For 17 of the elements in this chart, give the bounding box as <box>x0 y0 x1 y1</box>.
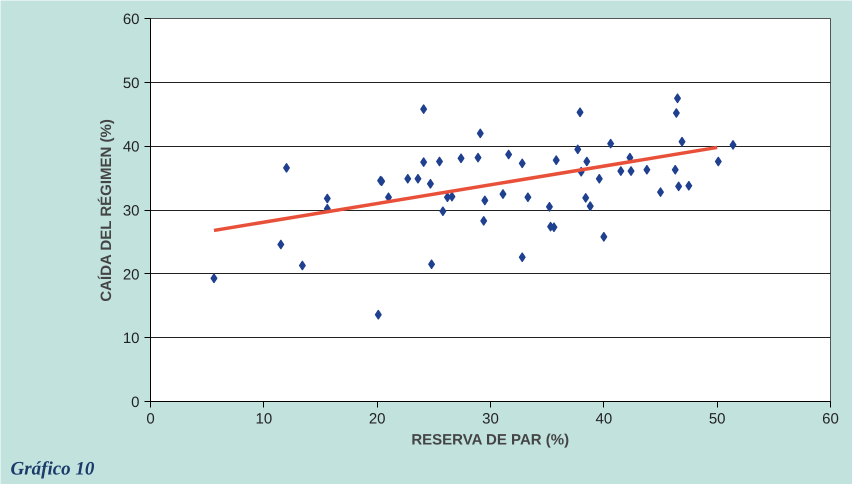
text: Gráfico 10 <box>10 458 95 480</box>
x-tick-label: 60 <box>822 410 839 428</box>
y-tick-label: 20 <box>122 266 140 284</box>
y-tick-label: 40 <box>122 138 140 156</box>
x-tick-label: 30 <box>482 410 499 428</box>
y-axis-title: CAÍDA DEL RÉGIMEN (%) <box>96 119 115 302</box>
x-axis-title: RESERVA DE PAR (%) <box>411 432 570 448</box>
y-tick-label: 10 <box>122 330 140 348</box>
y-tick-label: 30 <box>122 202 140 220</box>
x-tick-label: 0 <box>146 410 155 428</box>
x-tick-label: 50 <box>708 410 726 428</box>
y-tick-label: 0 <box>131 394 140 411</box>
x-tick-label: 20 <box>368 410 386 428</box>
x-tick-label: 40 <box>595 410 612 428</box>
y-tick-label: 50 <box>122 74 140 92</box>
x-tick-label: 10 <box>255 410 272 428</box>
y-tick-label: 60 <box>122 11 140 28</box>
